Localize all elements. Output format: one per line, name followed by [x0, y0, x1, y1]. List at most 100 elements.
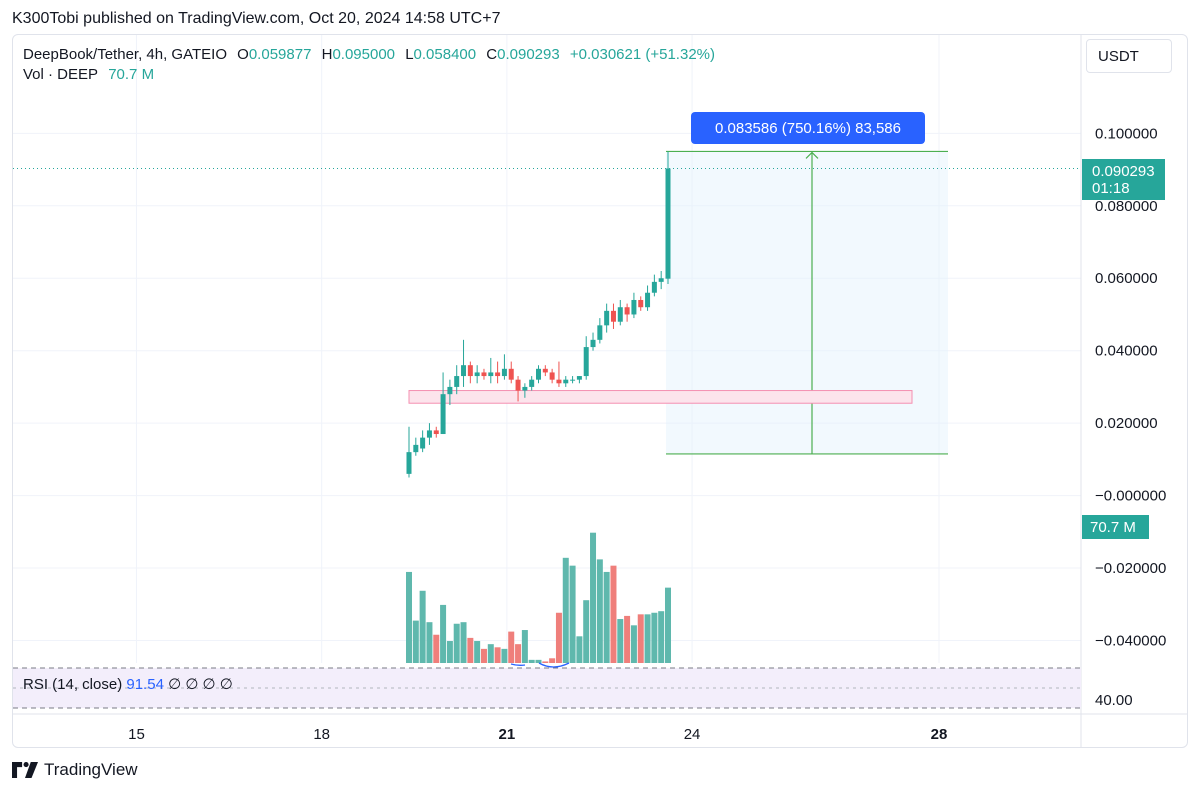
chart-canvas[interactable]: 0.100000 0.080000 0.060000 0.040000 0.020000…: [13, 35, 1188, 748]
candle-body: [501, 368, 507, 377]
volume-bar: [562, 557, 569, 663]
candle: [665, 151, 671, 285]
volume-bar: [644, 614, 651, 663]
price-axis-label: 0.020000: [1095, 415, 1158, 432]
volume-bar: [426, 622, 433, 663]
candle: [624, 303, 630, 322]
time-axis: 15 18 21 24 28: [128, 726, 947, 743]
rsi-legend[interactable]: RSI (14, close) 91.54 ∅ ∅ ∅ ∅: [23, 675, 233, 693]
volume-bar: [535, 659, 542, 663]
candle: [515, 376, 521, 402]
volume-bar: [508, 631, 515, 663]
time-axis-label: 21: [499, 726, 516, 743]
volume-bar: [555, 612, 562, 663]
close-value: 0.090293: [497, 46, 560, 63]
time-axis-label: 18: [313, 726, 330, 743]
volume-bar: [528, 659, 535, 663]
volume-bar: [419, 590, 426, 663]
candle-body: [440, 394, 446, 435]
chart-frame[interactable]: 0.100000 0.080000 0.060000 0.040000 0.020000…: [12, 34, 1188, 748]
volume-bar: [406, 571, 412, 663]
candle: [658, 271, 664, 290]
last-price-value: 0.090293: [1092, 163, 1155, 180]
candle: [467, 361, 473, 384]
tradingview-brand[interactable]: TradingView: [12, 760, 138, 780]
price-axis-label: −0.000000: [1095, 488, 1166, 505]
candle: [536, 365, 541, 384]
candle: [413, 437, 419, 456]
candle: [529, 376, 535, 391]
volume-bar: [542, 661, 549, 663]
volume-bar: [569, 565, 576, 663]
price-axis: 0.100000 0.080000 0.060000 0.040000 0.020000…: [1095, 125, 1166, 709]
open-value: 0.059877: [248, 46, 312, 63]
bar-countdown: 01:18: [1092, 180, 1130, 197]
candle-body: [645, 292, 651, 308]
candle-body: [590, 339, 596, 348]
candle-body: [563, 379, 569, 384]
time-axis-label: 24: [684, 726, 701, 743]
ohlc-legend: DeepBook/Tether, 4h, GATEIO O0.059877 H0…: [23, 45, 715, 85]
rsi-value: 91.54: [126, 676, 164, 693]
candle: [474, 365, 480, 384]
candle-body: [665, 168, 671, 279]
price-axis-label: 0.100000: [1095, 125, 1158, 142]
candle-body: [542, 368, 548, 373]
volume-bar: [501, 648, 508, 663]
price-axis-label: 0.060000: [1095, 270, 1158, 287]
rsi-label: RSI (14, close): [23, 676, 123, 693]
price-axis-label: 0.040000: [1095, 343, 1158, 360]
candle-body: [529, 379, 535, 387]
candle: [583, 336, 589, 380]
volume-bar: [480, 648, 487, 663]
candle-body: [488, 372, 494, 377]
volume-bar: [487, 644, 494, 663]
candle: [461, 339, 467, 387]
candle-body: [638, 299, 644, 308]
volume-bar: [460, 622, 467, 663]
volume-bar: [617, 619, 624, 663]
volume-bar: [576, 636, 583, 663]
volume-bar: [433, 634, 440, 663]
measure-range-fill: [666, 151, 948, 454]
candle-body: [495, 372, 501, 377]
candle: [522, 383, 528, 398]
candle: [597, 318, 603, 344]
measure-label: 0.083586 (750.16%) 83,586: [691, 112, 925, 144]
candle-body: [454, 376, 460, 387]
volume-bar: [521, 630, 528, 663]
volume-label[interactable]: Vol · DEEP: [23, 66, 99, 83]
candle-body: [624, 307, 630, 315]
candle-body: [549, 372, 555, 380]
brand-name: TradingView: [44, 760, 138, 779]
volume-bar: [637, 614, 644, 663]
candle: [610, 303, 616, 329]
candle-body: [420, 437, 426, 449]
volume-bar: [453, 623, 460, 663]
time-axis-label: 15: [128, 726, 145, 743]
candle: [501, 354, 507, 380]
candle: [406, 426, 412, 478]
candle-body: [583, 347, 589, 377]
candle: [570, 376, 576, 384]
candle: [604, 303, 610, 333]
candle: [631, 292, 637, 319]
candle: [563, 376, 569, 387]
candle: [447, 379, 453, 406]
candle-body: [461, 365, 467, 377]
symbol-label[interactable]: DeepBook/Tether, 4h, GATEIO: [23, 46, 227, 63]
volume-bar: [603, 571, 610, 663]
candle-body: [576, 376, 582, 380]
volume-bar: [440, 604, 447, 663]
currency-button[interactable]: USDT: [1086, 39, 1172, 73]
high-label: H: [321, 46, 333, 63]
candle: [576, 376, 582, 384]
candle-body: [426, 430, 432, 438]
candle-body: [406, 452, 412, 474]
volume-bar: [630, 625, 637, 663]
candle: [433, 426, 439, 438]
candle-body: [508, 368, 514, 380]
change-value: +0.030621 (+51.32%): [569, 46, 715, 63]
volume-bar: [412, 620, 419, 663]
volume-bar: [590, 532, 597, 663]
